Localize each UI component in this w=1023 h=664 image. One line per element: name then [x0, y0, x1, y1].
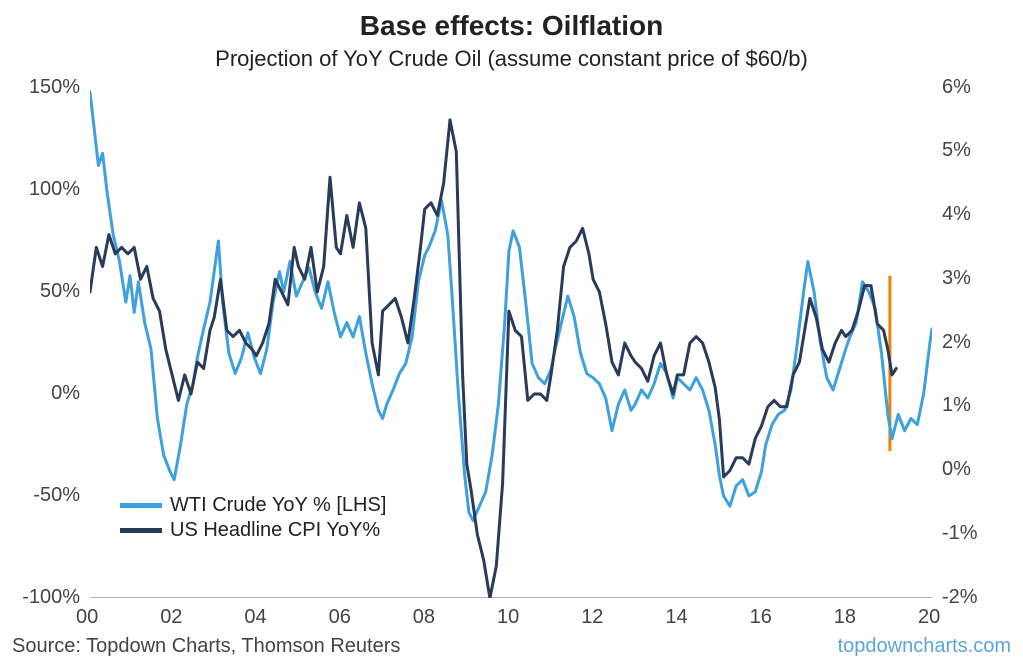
y-right-tick-label: -2% — [942, 586, 978, 609]
x-tick-label: 16 — [750, 606, 772, 629]
chart-title: Base effects: Oilflation — [0, 10, 1023, 42]
y-left-tick-label: -100% — [22, 586, 80, 609]
x-tick-label: 06 — [329, 606, 351, 629]
x-tick-label: 02 — [160, 606, 182, 629]
y-left-tick-label: 50% — [40, 280, 80, 303]
legend-swatch-cpi — [120, 528, 162, 533]
chart-subtitle: Projection of YoY Crude Oil (assume cons… — [0, 46, 1023, 72]
y-left-tick-label: 100% — [29, 178, 80, 201]
x-tick-label: 20 — [918, 606, 940, 629]
legend-swatch-wti — [120, 503, 162, 508]
chart-container: Base effects: Oilflation Projection of Y… — [0, 0, 1023, 664]
y-left-tick-label: -50% — [33, 484, 80, 507]
y-right-tick-label: 6% — [942, 76, 971, 99]
y-right-tick-label: 1% — [942, 394, 971, 417]
source-left: Source: Topdown Charts, Thomson Reuters — [12, 635, 400, 658]
y-right-tick-label: 4% — [942, 203, 971, 226]
y-left-tick-label: 0% — [51, 382, 80, 405]
y-right-tick-label: -1% — [942, 522, 978, 545]
x-tick-label: 14 — [665, 606, 687, 629]
legend: WTI Crude YoY % [LHS] US Headline CPI Yo… — [120, 492, 386, 542]
x-tick-label: 10 — [497, 606, 519, 629]
y-right-tick-label: 2% — [942, 331, 971, 354]
legend-label-cpi: US Headline CPI YoY% — [170, 519, 380, 542]
y-right-tick-label: 3% — [942, 267, 971, 290]
x-tick-label: 00 — [76, 606, 98, 629]
y-right-tick-label: 5% — [942, 139, 971, 162]
x-tick-label: 18 — [834, 606, 856, 629]
legend-label-wti: WTI Crude YoY % [LHS] — [170, 494, 386, 517]
source-right: topdowncharts.com — [838, 635, 1011, 658]
x-tick-label: 12 — [581, 606, 603, 629]
legend-item-wti: WTI Crude YoY % [LHS] — [120, 494, 386, 517]
x-tick-label: 08 — [413, 606, 435, 629]
y-right-tick-label: 0% — [942, 458, 971, 481]
y-left-tick-label: 150% — [29, 76, 80, 99]
legend-item-cpi: US Headline CPI YoY% — [120, 519, 386, 542]
x-tick-label: 04 — [244, 606, 266, 629]
